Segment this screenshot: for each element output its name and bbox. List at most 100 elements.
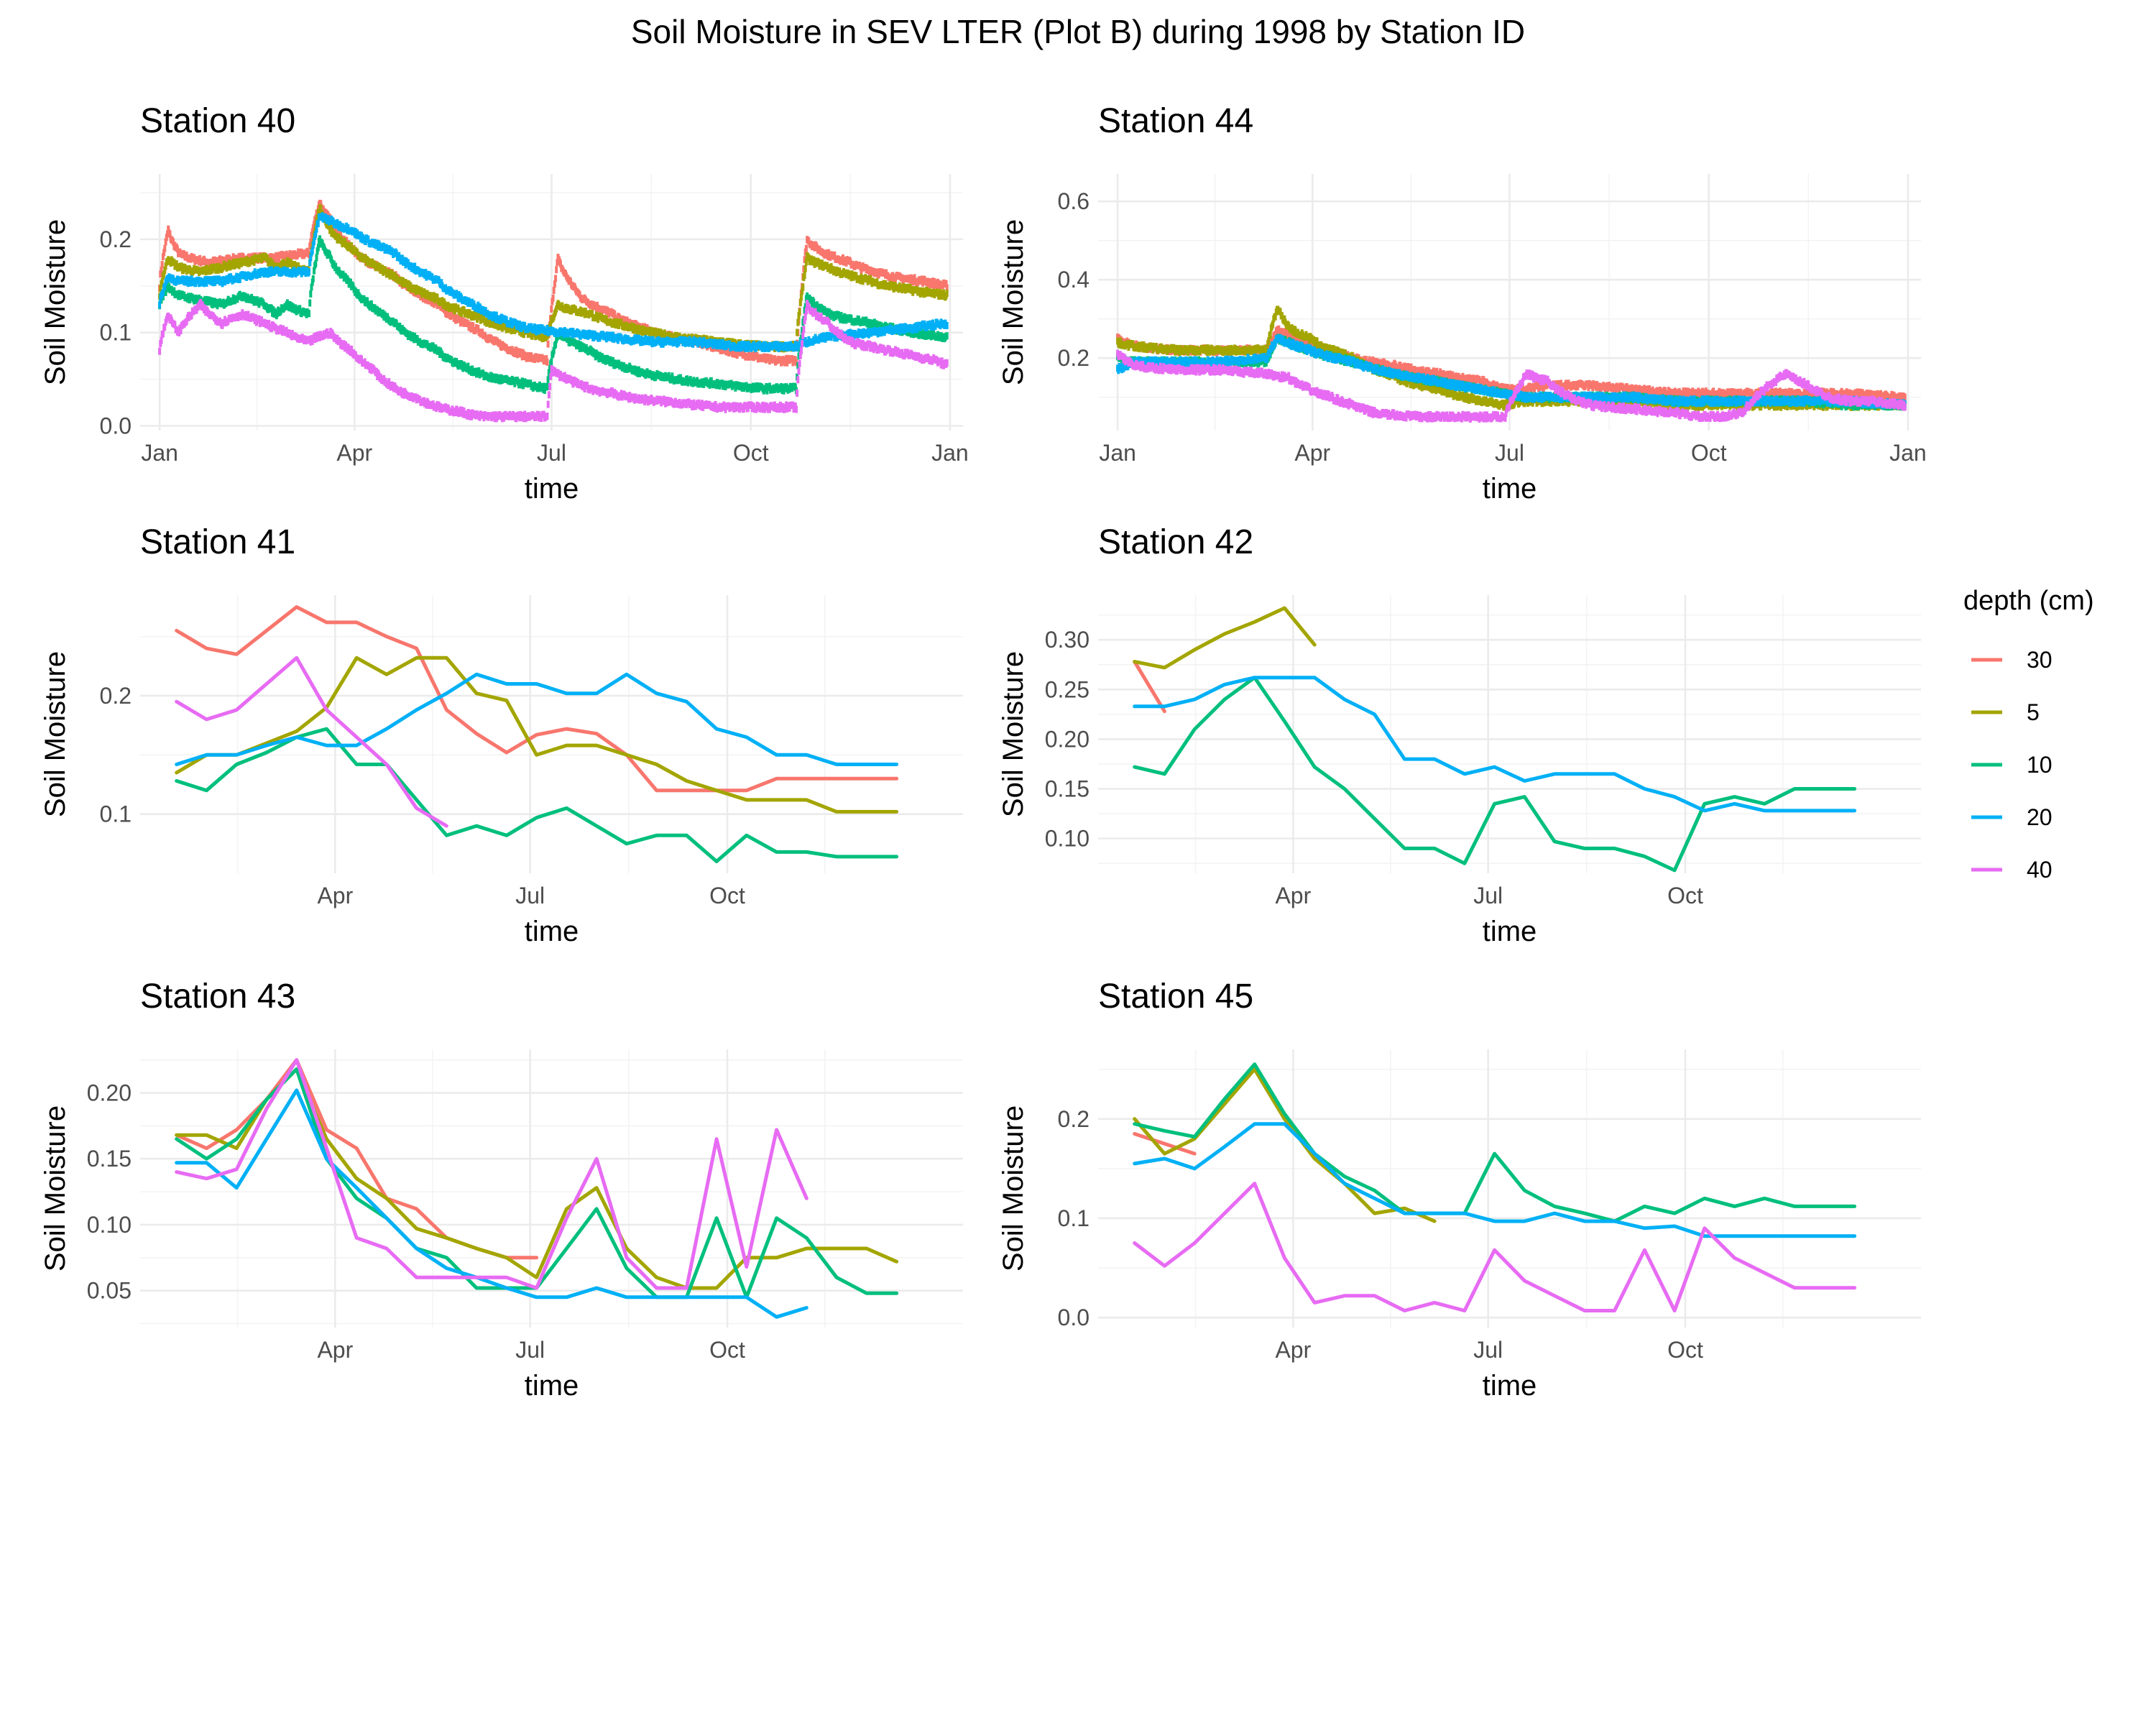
data-point xyxy=(163,323,167,331)
data-point xyxy=(164,288,167,296)
data-point xyxy=(901,323,905,331)
data-point xyxy=(778,405,781,413)
y-tick-label: 0.6 xyxy=(1058,188,1089,214)
data-point xyxy=(913,326,917,334)
data-point xyxy=(458,316,461,323)
data-point xyxy=(272,305,275,313)
data-point xyxy=(178,329,181,337)
data-point xyxy=(467,409,471,417)
y-tick-label: 0.2 xyxy=(100,226,132,252)
data-point xyxy=(550,358,553,366)
data-point xyxy=(566,334,570,342)
data-point xyxy=(478,313,482,321)
data-point xyxy=(945,359,949,367)
data-point xyxy=(782,387,786,395)
data-point xyxy=(456,295,460,303)
data-point xyxy=(470,413,473,420)
data-point xyxy=(820,259,824,267)
data-point xyxy=(739,344,742,352)
data-point xyxy=(462,306,466,314)
data-point xyxy=(833,251,837,259)
data-point xyxy=(931,319,934,327)
series-depth-40 xyxy=(158,299,949,423)
data-point xyxy=(687,339,691,347)
data-point xyxy=(812,256,816,264)
data-point xyxy=(376,239,379,247)
data-point xyxy=(180,262,183,270)
data-point xyxy=(728,340,732,348)
data-point xyxy=(804,307,808,315)
data-point xyxy=(520,349,523,356)
data-point xyxy=(475,311,478,319)
data-point xyxy=(163,282,167,290)
data-point xyxy=(267,270,270,278)
data-point xyxy=(801,283,805,291)
data-point xyxy=(934,322,937,330)
data-point xyxy=(160,266,163,274)
data-point xyxy=(314,230,318,238)
data-point xyxy=(160,261,164,269)
data-point xyxy=(612,356,614,364)
data-point xyxy=(227,259,231,267)
data-point xyxy=(432,292,436,300)
data-point xyxy=(613,310,617,318)
data-point xyxy=(161,289,165,297)
data-point xyxy=(404,261,407,269)
data-point xyxy=(382,309,385,317)
data-point xyxy=(494,316,497,323)
data-point xyxy=(437,346,441,354)
data-point xyxy=(338,338,341,345)
data-point xyxy=(158,347,162,355)
data-point xyxy=(713,405,717,413)
data-point xyxy=(341,270,345,278)
data-point xyxy=(549,321,553,329)
data-point xyxy=(308,299,312,307)
data-point xyxy=(578,345,581,352)
data-point xyxy=(308,310,310,318)
data-point xyxy=(802,265,806,273)
data-point xyxy=(277,255,281,263)
data-point xyxy=(554,275,558,282)
data-point xyxy=(309,239,313,246)
data-point xyxy=(203,304,207,312)
data-point xyxy=(530,332,534,340)
data-point xyxy=(294,304,298,312)
data-point xyxy=(189,279,193,287)
data-point xyxy=(548,365,551,373)
series-depth-20 xyxy=(158,212,949,353)
data-point xyxy=(453,307,456,315)
data-point xyxy=(387,382,390,390)
data-point xyxy=(160,336,163,344)
data-point xyxy=(553,280,556,288)
panel-title: Station 40 xyxy=(140,102,295,140)
data-point xyxy=(586,382,589,390)
data-point xyxy=(402,391,406,399)
data-point xyxy=(494,311,498,319)
data-point xyxy=(593,349,596,356)
data-point xyxy=(591,330,594,338)
x-tick-label: Jan xyxy=(931,440,969,466)
data-point xyxy=(546,400,550,408)
data-point xyxy=(761,401,765,409)
figure-title: Soil Moisture in SEV LTER (Plot B) durin… xyxy=(631,13,1525,50)
data-point xyxy=(407,280,411,288)
data-point xyxy=(765,382,768,390)
data-point xyxy=(166,285,169,293)
data-point xyxy=(203,280,206,288)
data-point xyxy=(796,390,799,397)
data-point xyxy=(334,262,338,270)
data-point xyxy=(550,305,553,313)
data-point xyxy=(545,358,549,366)
data-point xyxy=(945,284,949,292)
data-point xyxy=(803,306,806,314)
data-point xyxy=(650,336,653,344)
data-point xyxy=(358,231,361,239)
data-point xyxy=(612,309,614,317)
x-tick-label: Apr xyxy=(1294,440,1330,466)
data-point xyxy=(924,332,928,340)
data-point xyxy=(839,316,842,323)
data-point xyxy=(795,405,798,413)
data-point xyxy=(551,294,555,302)
